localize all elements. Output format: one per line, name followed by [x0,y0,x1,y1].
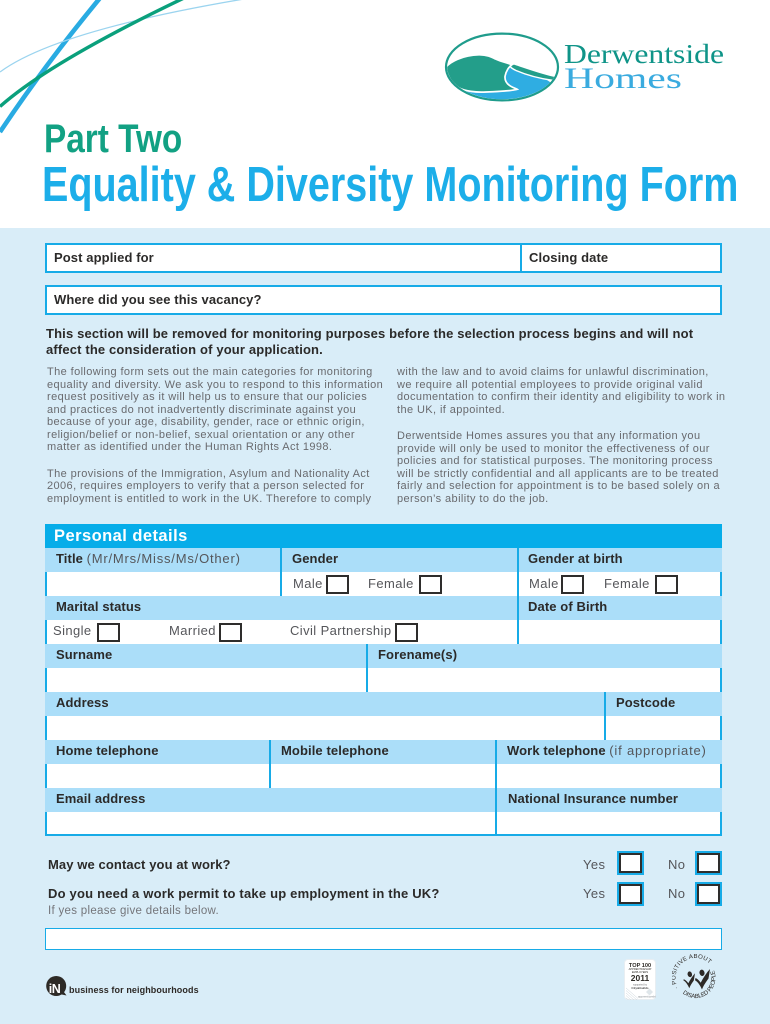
svg-text:apprenticeships: apprenticeships [638,995,656,999]
svg-text:Derwentside: Derwentside [564,39,724,69]
svg-text:DISABLED PEOPLE: DISABLED PEOPLE [681,970,717,1000]
svg-text:iN: iN [49,982,61,996]
svg-text:supported by: supported by [633,984,648,987]
svg-text:TOP 100: TOP 100 [629,963,651,969]
svg-text:Homes: Homes [564,62,682,95]
svg-text:EMPLOYERS: EMPLOYERS [632,970,648,974]
svg-text:· POSITIVE ABOUT: · POSITIVE ABOUT [672,954,712,990]
svg-text:APPRENTICESHIP: APPRENTICESHIP [629,967,652,971]
svg-text:2011: 2011 [631,973,650,983]
svg-text:City&Guilds: City&Guilds [631,986,648,990]
